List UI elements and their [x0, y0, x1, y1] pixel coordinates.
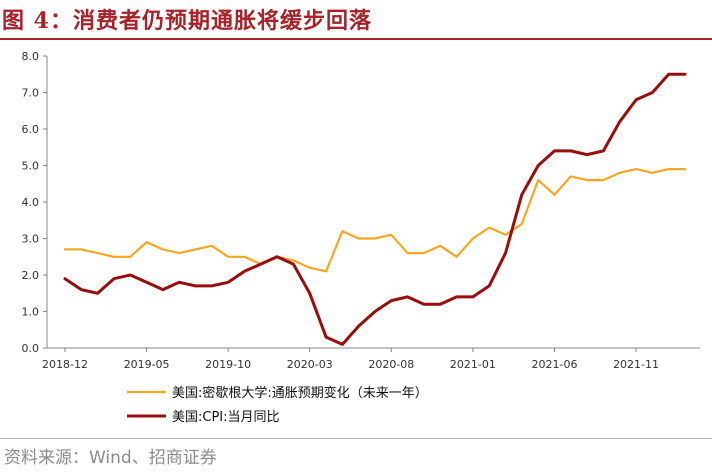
y-tick-label: 6.0 — [22, 123, 40, 136]
legend: 美国:密歇根大学:通胀预期变化（未来一年） 美国:CPI:当月同比 — [127, 385, 428, 425]
y-tick-label: 1.0 — [22, 306, 40, 319]
x-tick-label: 2021-01 — [450, 358, 496, 371]
line-chart: 0.0 1.0 2.0 3.0 4.0 5.0 6.0 7.0 8.0 2018-12 2019-0… — [22, 50, 700, 425]
series-line-1 — [63, 168, 687, 273]
y-tick-label: 7.0 — [22, 87, 40, 100]
y-tick-label: 2.0 — [22, 269, 40, 282]
y-tick-label: 8.0 — [22, 50, 40, 63]
series-lines — [63, 72, 687, 346]
x-tick-label: 2020-08 — [368, 358, 414, 371]
legend-label-1: 美国:密歇根大学:通胀预期变化（未来一年） — [172, 385, 428, 401]
title-bar: 图 4：消费者仍预期通胀将缓步回落 — [0, 0, 712, 40]
x-tick-label: 2021-06 — [531, 358, 577, 371]
y-tick-label: 0.0 — [22, 342, 40, 355]
legend-label-2: 美国:CPI:当月同比 — [172, 410, 280, 425]
x-tick-label: 2020-03 — [287, 358, 333, 371]
axes: 0.0 1.0 2.0 3.0 4.0 5.0 6.0 7.0 8.0 2018-12 2019-0… — [22, 50, 700, 371]
y-tick-label: 3.0 — [22, 233, 40, 246]
x-tick-label: 2018-12 — [42, 358, 88, 371]
y-tick-label: 5.0 — [22, 160, 40, 173]
footer: 资料来源：Wind、招商证券 — [0, 438, 712, 472]
page-title: 图 4：消费者仍预期通胀将缓步回落 — [2, 8, 372, 34]
source-note: 资料来源：Wind、招商证券 — [4, 448, 217, 468]
y-tick-label: 4.0 — [22, 196, 40, 209]
x-tick-label: 2019-05 — [124, 358, 170, 371]
x-tick-label: 2019-10 — [205, 358, 251, 371]
series-line-2 — [63, 72, 687, 346]
x-tick-label: 2021-11 — [613, 358, 659, 371]
